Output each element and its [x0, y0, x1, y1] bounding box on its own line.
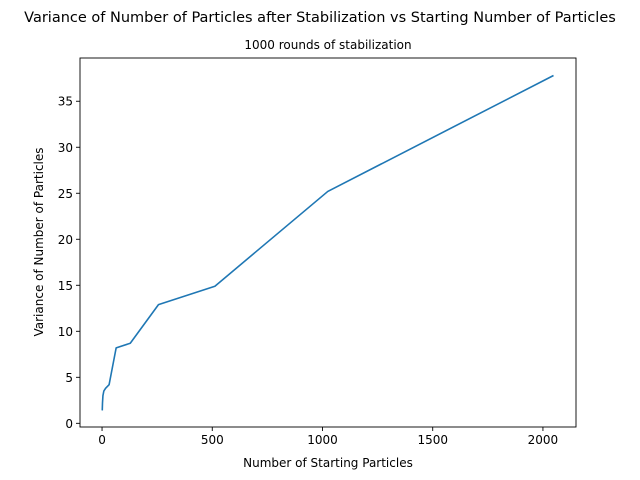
x-tick-label: 500 — [201, 433, 224, 447]
y-tick-label: 10 — [58, 325, 73, 339]
x-tick-label: 2000 — [528, 433, 559, 447]
y-tick-label: 15 — [58, 279, 73, 293]
plot-area: 0 500 1000 1500 2000 0 5 10 15 20 25 30 35 — [58, 57, 577, 447]
chart-subtitle: 1000 rounds of stabilization — [244, 38, 411, 52]
x-tick-label: 1500 — [417, 433, 448, 447]
series-line-0 — [101, 74, 554, 411]
y-tick-label: 20 — [58, 233, 73, 247]
axes-frame — [79, 57, 577, 428]
chart-title: Variance of Number of Particles after St… — [24, 10, 616, 26]
y-tick-label: 25 — [58, 187, 73, 201]
y-tick-label: 0 — [65, 417, 73, 431]
y-tick-label: 35 — [58, 95, 73, 109]
x-axis-label: Number of Starting Particles — [243, 456, 413, 470]
y-axis-label: Variance of Number of Particles — [32, 147, 46, 336]
x-tick-label: 0 — [98, 433, 106, 447]
x-tick-label: 1000 — [307, 433, 338, 447]
y-tick-label: 30 — [58, 141, 73, 155]
y-tick-label: 5 — [65, 371, 73, 385]
